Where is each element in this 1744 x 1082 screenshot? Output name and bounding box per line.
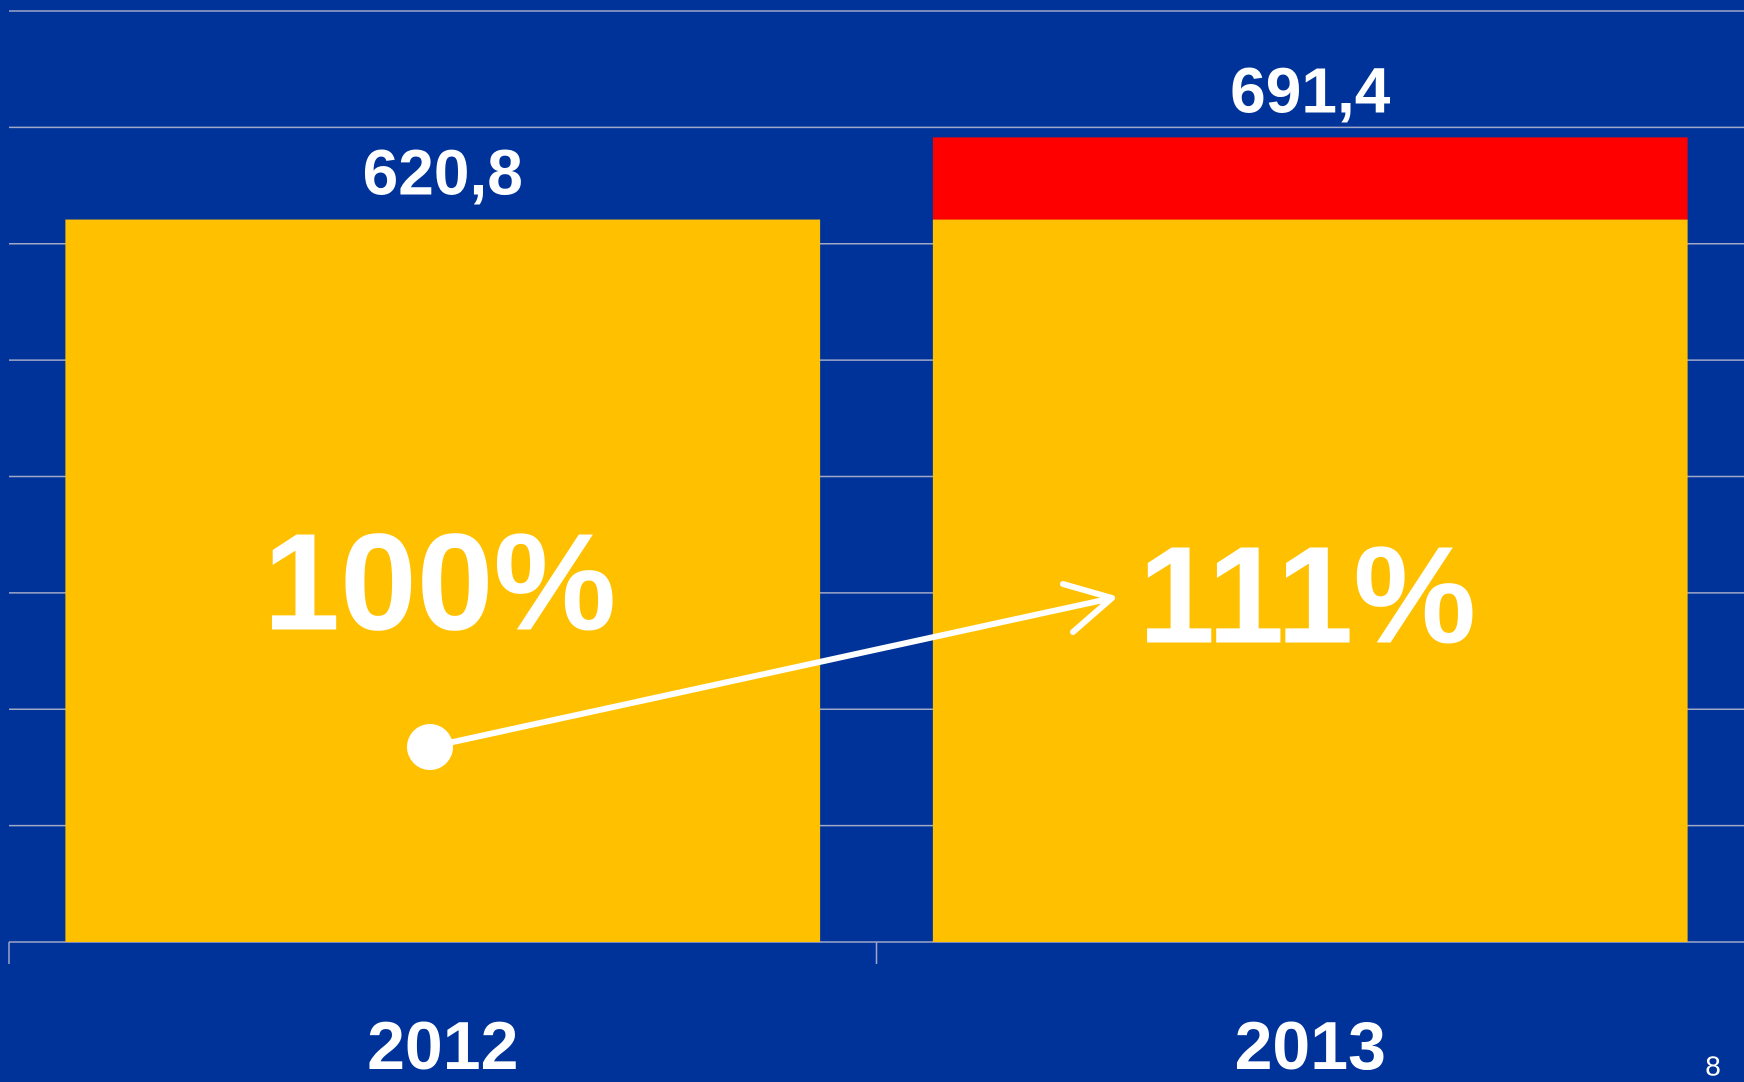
arrow-head [1060, 581, 1115, 635]
arrow-start [407, 724, 453, 770]
bar-segment [932, 137, 1688, 220]
bar-segment [65, 219, 821, 942]
growth-arrow [427, 596, 1111, 750]
growth-label: 100% [263, 505, 616, 659]
total-label: 620,8 [363, 136, 523, 208]
x-tick-label: 2013 [1235, 1008, 1386, 1082]
growth-label: 111% [1138, 518, 1476, 672]
bar-segment [932, 219, 1688, 942]
total-label: 691,4 [1230, 54, 1391, 126]
page-number: 8 [1705, 1050, 1721, 1081]
x-tick-label: 2012 [367, 1008, 518, 1082]
